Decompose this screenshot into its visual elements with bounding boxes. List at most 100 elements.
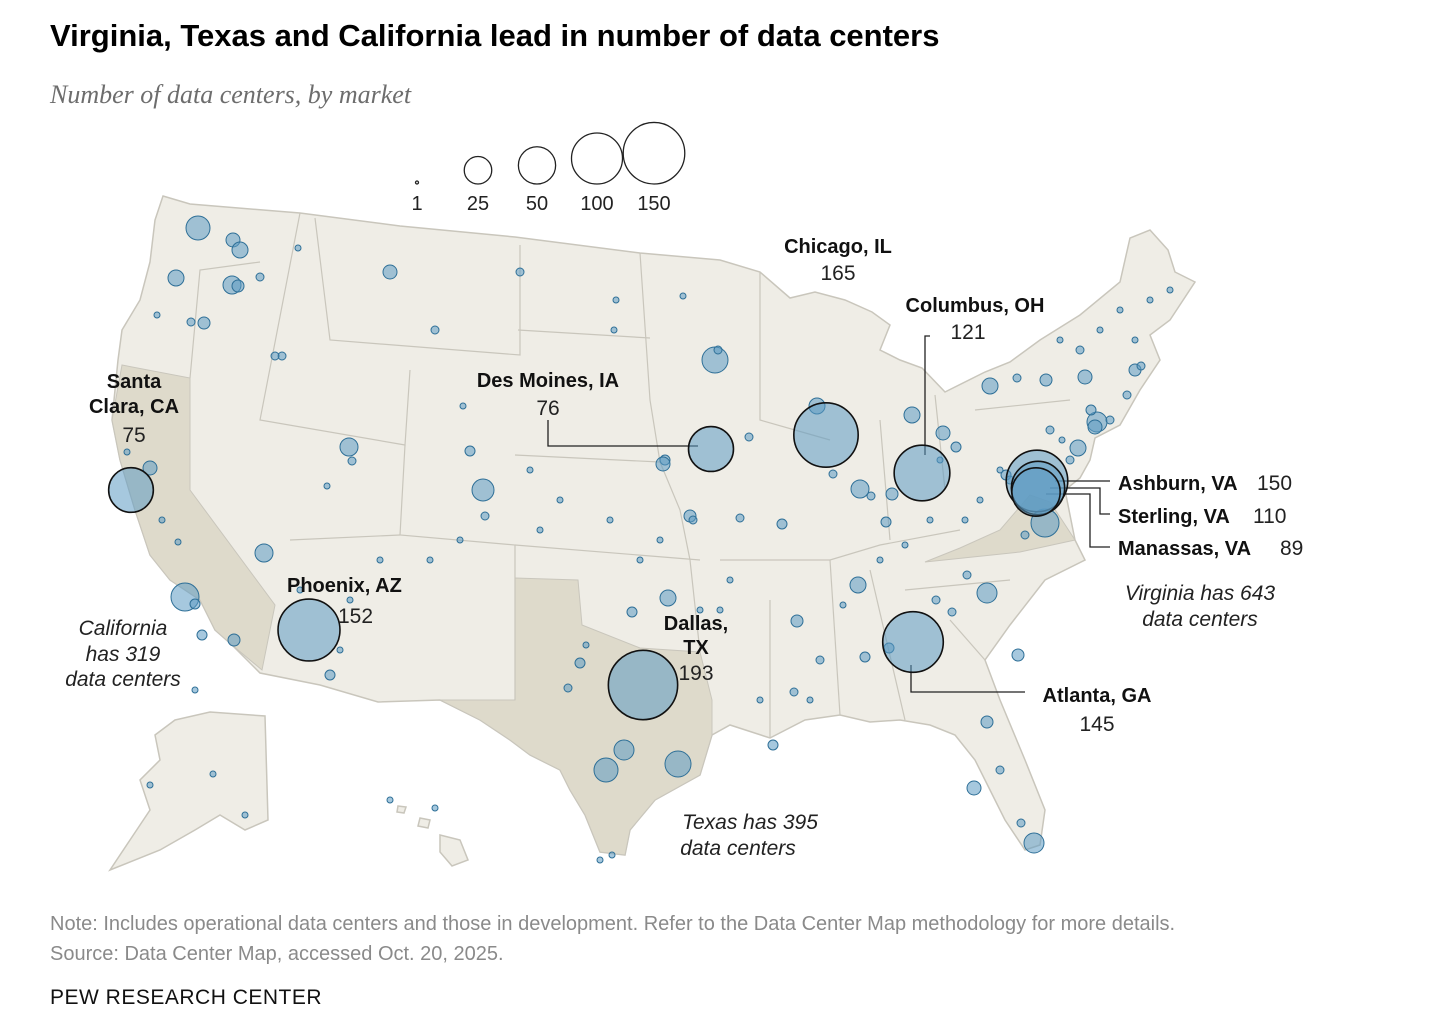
legend-circle-25 xyxy=(463,155,493,185)
california-shape xyxy=(111,364,276,671)
market-dot xyxy=(995,765,1005,775)
market-dot xyxy=(1065,455,1075,465)
market-dot xyxy=(767,739,779,751)
market-dot xyxy=(713,345,723,355)
market-dot xyxy=(961,516,969,524)
market-dot xyxy=(241,811,249,819)
value-sterling: 110 xyxy=(1253,505,1286,528)
market-dot xyxy=(1016,818,1026,828)
market-dot xyxy=(1077,369,1093,385)
market-dot xyxy=(376,556,384,564)
market-dot xyxy=(574,657,586,669)
market-dot xyxy=(626,606,638,618)
legend-circle-100 xyxy=(570,132,624,185)
market-dot xyxy=(1012,373,1022,383)
market-dot xyxy=(153,311,161,319)
market-dot xyxy=(849,576,867,594)
value-chicago: 165 xyxy=(820,262,855,285)
market-dot xyxy=(1096,326,1104,334)
label-columbus: Columbus, OH xyxy=(906,295,1045,317)
market-dot xyxy=(167,269,185,287)
alaska-shape xyxy=(108,711,269,872)
market-dot xyxy=(582,641,590,649)
market-dot xyxy=(186,317,196,327)
legend-label-100: 100 xyxy=(580,193,613,215)
market-dot xyxy=(679,292,687,300)
market-dot xyxy=(789,687,799,697)
market-dot xyxy=(655,456,671,472)
source-line: Source: Data Center Map, accessed Oct. 2… xyxy=(50,943,504,965)
market-dot xyxy=(270,351,280,361)
market-dot xyxy=(931,595,941,605)
value-dallas: 193 xyxy=(678,662,713,685)
market-dot xyxy=(901,541,909,549)
market-dot xyxy=(556,496,564,504)
bubble-atlanta xyxy=(881,610,945,674)
bubble-santa-clara xyxy=(107,466,155,514)
market-dot xyxy=(254,543,274,563)
market-dot xyxy=(776,518,788,530)
market-dot xyxy=(336,646,344,654)
market-dot xyxy=(1116,306,1124,314)
label-manassas: Manassas, VA xyxy=(1118,538,1251,560)
bubble-chicago xyxy=(793,402,859,468)
market-dot xyxy=(656,536,664,544)
market-dot xyxy=(464,445,476,457)
market-dot xyxy=(430,325,440,335)
label-atlanta: Atlanta, GA xyxy=(1043,685,1152,707)
market-dot xyxy=(174,538,182,546)
market-dot xyxy=(885,487,899,501)
major-markets xyxy=(107,402,1069,721)
market-dot xyxy=(1039,373,1053,387)
label-ashburn: Ashburn, VA xyxy=(1118,473,1238,495)
label-sterling: Sterling, VA xyxy=(1118,506,1230,528)
market-dot xyxy=(744,432,754,442)
market-dot xyxy=(996,466,1004,474)
value-columbus: 121 xyxy=(950,321,985,344)
value-atlanta: 145 xyxy=(1079,713,1114,736)
footnote: Note: Includes operational data centers … xyxy=(50,913,1176,935)
market-dot xyxy=(806,696,814,704)
market-dot xyxy=(231,279,245,293)
market-dot xyxy=(664,750,692,778)
chart-title: Virginia, Texas and California lead in n… xyxy=(50,18,940,53)
legend-label-1: 1 xyxy=(411,193,422,215)
value-ashburn: 150 xyxy=(1257,472,1292,495)
note-virginia-line2: data centers xyxy=(1142,608,1258,631)
market-dot xyxy=(596,856,604,864)
brand-logo-text: PEW RESEARCH CENTER xyxy=(50,986,323,1009)
market-dot xyxy=(756,696,764,704)
note-virginia-line1: Virginia has 643 xyxy=(1125,582,1276,605)
label-phoenix: Phoenix, AZ xyxy=(287,575,402,597)
market-dot xyxy=(612,296,620,304)
market-dot xyxy=(1056,336,1064,344)
market-dot xyxy=(431,804,439,812)
market-dot xyxy=(593,757,619,783)
minor-markets xyxy=(123,215,1174,864)
market-dot xyxy=(866,491,876,501)
legend-circle-150 xyxy=(622,121,686,185)
market-dot xyxy=(209,770,217,778)
market-dot xyxy=(1023,832,1045,854)
bubble-manassas xyxy=(1011,467,1061,517)
market-dot xyxy=(294,244,302,252)
market-dot xyxy=(606,516,614,524)
market-dot xyxy=(1058,436,1066,444)
market-dot xyxy=(526,466,534,474)
market-dot xyxy=(828,469,838,479)
market-dot xyxy=(459,402,467,410)
bubble-columbus xyxy=(893,444,951,502)
legend-circle-1 xyxy=(414,180,420,185)
state-notes: California has 319 data centers Texas ha… xyxy=(65,582,1275,860)
us-landmass xyxy=(108,195,1197,872)
market-dot xyxy=(716,606,724,614)
market-dot xyxy=(903,406,921,424)
market-dot xyxy=(515,267,525,277)
market-dot xyxy=(323,482,331,490)
market-dot xyxy=(189,598,201,610)
market-dot xyxy=(146,781,154,789)
market-dot xyxy=(1085,404,1097,416)
value-santa-clara: 75 xyxy=(122,424,145,447)
market-dot xyxy=(610,326,618,334)
